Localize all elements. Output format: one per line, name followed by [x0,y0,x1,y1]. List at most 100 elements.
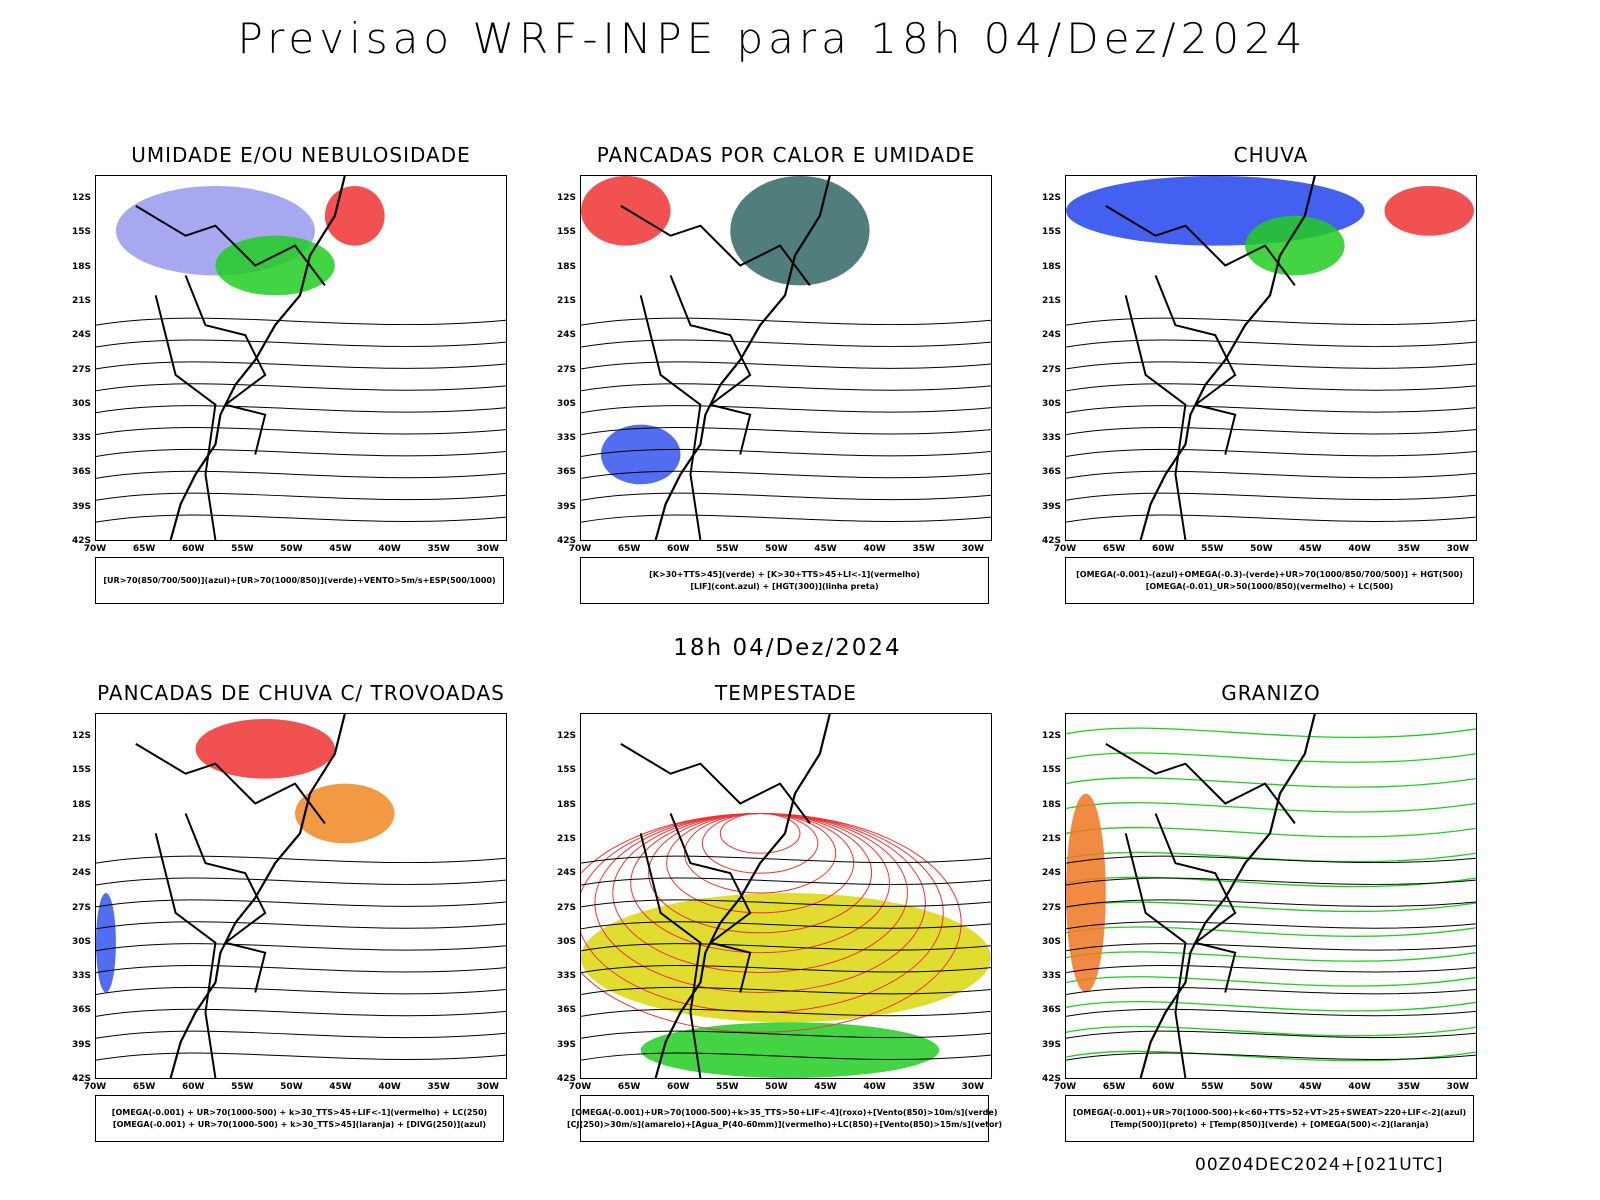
field-area [195,718,335,779]
longitude-tick: 30W [1446,544,1470,554]
longitude-tick: 35W [1397,1082,1420,1092]
contour-line [96,492,506,501]
contour-line [1066,514,1476,523]
field-area [730,176,870,286]
latitude-tick: 39S [1041,1039,1061,1050]
longitude-tick: 30W [476,544,500,554]
longitude-tick: 35W [912,1082,935,1092]
panel-legend: [K>30+TTS>45](verde) + [K>30+TTS>45+LI<-… [580,557,989,604]
temperature-contour [1066,802,1476,813]
legend-line: [CJ(250)>30m/s](amarelo)+[Agua_P(40-60mm… [566,1119,1003,1129]
latitude-tick: 30S [1041,936,1061,947]
contour-line [96,427,506,436]
coastline [654,714,831,1078]
longitude-tick: 40W [863,1082,886,1092]
contour-line [96,339,506,348]
temperature-contour [1066,876,1476,888]
latitude-tick: 42S [71,1074,91,1084]
legend-line: [OMEGA(-0.001)+UR>70(1000-500)+k>35_TTS>… [571,1107,998,1117]
temperature-contour [1066,851,1476,863]
panel-title: GRANIZO [1221,681,1321,705]
country-border [135,742,326,824]
temperature-contour [1066,1025,1476,1037]
longitude-tick: 40W [378,544,401,554]
latitude-tick: 24S [556,868,576,879]
weather-map [95,713,507,1079]
field-area [581,176,671,246]
country-border [1154,813,1237,944]
latitude-tick: 15S [1041,765,1061,776]
legend-line: [OMEGA(-0.001)-(azul)+OMEGA(-0.3)-(verde… [1076,569,1463,579]
longitude-tick: 65W [1102,1082,1126,1092]
longitude-tick: 40W [1348,544,1371,554]
longitude-tick: 60W [1151,1082,1175,1092]
contour-line [96,877,506,886]
latitude-tick: 30S [1041,398,1061,409]
country-border [1154,275,1237,406]
run-timestamp: 00Z04DEC2024+[021UTC] [1195,1155,1444,1175]
country-border [184,813,267,944]
longitude-tick: 40W [1348,1082,1371,1092]
contour-line [96,514,506,523]
contour-line [581,339,991,348]
contour-line [581,427,991,436]
longitude-tick: 50W [765,544,788,554]
weather-map [580,713,992,1079]
panel-title: PANCADAS DE CHUVA C/ TROVOADAS [97,681,505,705]
latitude-tick: 24S [556,330,576,341]
contour-line [581,1008,991,1017]
longitude-tick: 50W [1250,544,1273,554]
contour-line [581,943,991,952]
contour-line [1066,921,1476,930]
longitude-tick: 30W [476,1082,500,1092]
latitude-tick: 42S [1041,1074,1061,1084]
legend-line: [OMEGA(-0.01)_UR>50(1000/850)(vermelho) … [1145,581,1394,591]
latitude-tick: 36S [71,467,91,478]
latitude-tick: 18S [1041,799,1061,810]
contour-line [1066,448,1476,457]
latitude-tick: 12S [71,193,91,203]
legend-line: [K>30+TTS>45](verde) + [K>30+TTS>45+LI<-… [649,569,920,579]
longitude-tick: 55W [1201,1082,1224,1092]
longitude-tick: 60W [181,1082,205,1092]
longitude-tick: 45W [329,1082,352,1092]
temperature-contour [1066,752,1476,763]
country-border [225,941,267,993]
latitude-tick: 27S [1041,902,1061,913]
country-border [669,813,752,944]
weather-map [580,175,992,541]
country-border [1195,941,1237,993]
latitude-tick: 33S [71,971,91,982]
longitude-tick: 65W [617,544,641,554]
contour-line [1066,492,1476,501]
latitude-tick: 24S [1041,868,1061,879]
country-border [669,275,752,406]
latitude-tick: 33S [556,433,576,444]
longitude-tick: 70W [1053,1082,1077,1092]
latitude-tick: 24S [71,868,91,879]
contour-line [96,317,506,326]
contour-line [96,965,506,974]
panel-title: TEMPESTADE [715,681,857,705]
latitude-tick: 27S [556,364,576,375]
longitude-tick: 70W [1053,544,1077,554]
contour-line [581,921,991,930]
longitude-tick: 45W [329,544,352,554]
contour-line [581,470,991,479]
country-border [639,833,702,1078]
latitude-tick: 42S [71,536,91,546]
legend-line: [OMEGA(-0.001) + UR>70(1000-500) + k>30_… [111,1107,488,1117]
longitude-tick: 60W [1151,544,1175,554]
longitude-tick: 60W [181,544,205,554]
field-area [1066,793,1106,993]
latitude-tick: 18S [1041,261,1061,272]
latitude-tick: 30S [71,398,91,409]
country-border [710,403,752,455]
contour-line [96,405,506,414]
latitude-tick: 12S [556,731,576,741]
longitude-tick: 65W [132,1082,156,1092]
contour-line [581,877,991,886]
contour-line [1066,877,1476,886]
contour-line [1066,986,1476,995]
longitude-tick: 45W [1299,544,1322,554]
